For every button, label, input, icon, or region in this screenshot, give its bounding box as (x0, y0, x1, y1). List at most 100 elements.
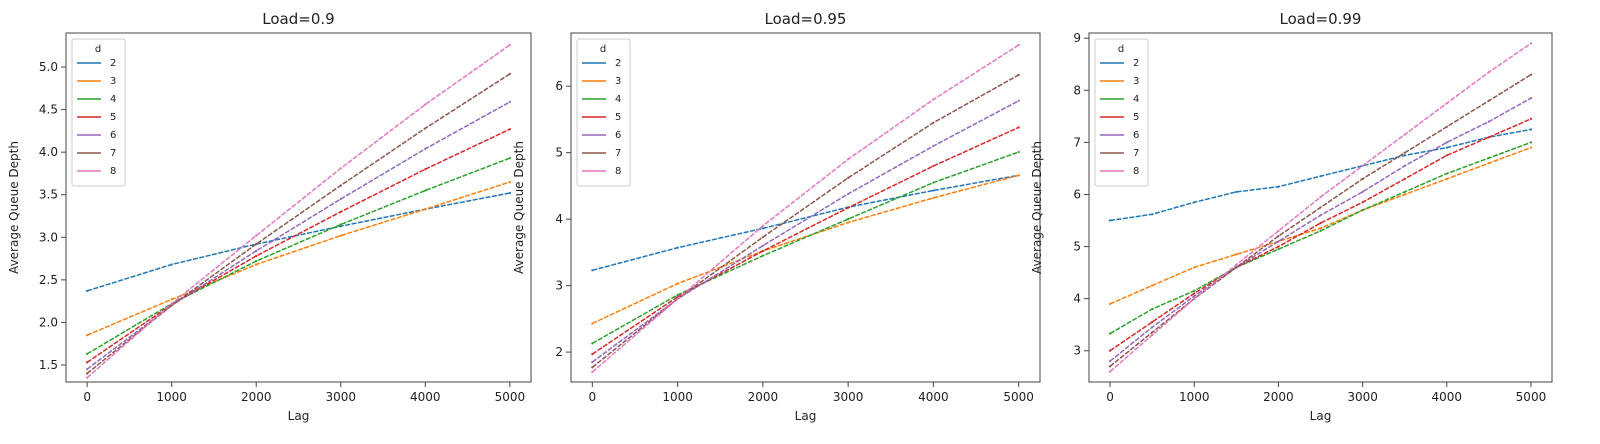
data-point (676, 293, 679, 296)
data-point (932, 164, 935, 168)
data-point (1361, 190, 1364, 193)
data-point (1487, 156, 1490, 160)
y-axis-label: Average Queue Depth (7, 141, 21, 274)
data-point (1108, 332, 1112, 335)
data-point (1017, 174, 1020, 177)
legend-label: 7 (110, 148, 116, 159)
data-point (1361, 209, 1364, 212)
chart-title: Load=0.95 (765, 10, 847, 28)
data-point (1017, 99, 1020, 102)
data-point (1529, 73, 1533, 76)
data-point (1151, 213, 1154, 216)
y-tick-label: 2.5 (39, 273, 58, 287)
data-point (1445, 146, 1448, 149)
legend-label: 5 (615, 112, 621, 123)
x-tick-label: 0 (83, 390, 91, 404)
y-tick-label: 4.0 (39, 145, 58, 159)
data-point (932, 121, 935, 124)
data-point (255, 243, 258, 246)
data-point (1193, 295, 1196, 298)
data-point (1277, 185, 1280, 188)
data-point (761, 224, 765, 227)
data-point (339, 225, 342, 228)
series-line-2 (86, 192, 511, 292)
data-point (1445, 125, 1448, 128)
data-point (591, 370, 594, 374)
series-line-5 (86, 128, 511, 364)
data-point (676, 246, 679, 249)
legend-label: 2 (615, 58, 621, 69)
data-point (1108, 370, 1112, 373)
plot-frame (570, 32, 1041, 383)
data-point (1487, 120, 1490, 123)
data-point (86, 352, 89, 355)
chart-panel-2: Load=0.95 0 1000 2000 3000 4000 5000 2 3 4 5 6 Lag Av… (512, 10, 1041, 423)
series-line-3 (1109, 146, 1532, 305)
data-point (1151, 326, 1154, 329)
data-point (761, 236, 765, 239)
data-point (86, 368, 89, 371)
y-tick-label: 3.0 (39, 230, 58, 244)
x-tick-label: 5000 (1003, 390, 1034, 404)
data-point (591, 366, 594, 369)
data-point (255, 260, 258, 263)
legend-label: 8 (1133, 166, 1139, 177)
data-point (1487, 136, 1490, 139)
y-tick-label: 8 (1073, 83, 1081, 97)
data-point (1445, 172, 1448, 175)
y-tick-label: 6 (555, 79, 563, 93)
x-axis-label: Lag (288, 409, 310, 423)
legend: d2 3 4 5 6 7 8 (1094, 38, 1149, 187)
x-tick-label: 4000 (1431, 390, 1462, 404)
data-point (932, 144, 935, 148)
data-point (1529, 141, 1533, 144)
data-point (1529, 42, 1533, 45)
series-line-4 (86, 157, 511, 355)
y-tick-label: 7 (1073, 135, 1081, 149)
x-tick-label: 5000 (1516, 390, 1547, 404)
data-point (1403, 193, 1406, 196)
x-tick-label: 2000 (748, 390, 779, 404)
data-point (1235, 190, 1238, 193)
data-point (932, 196, 935, 199)
data-point (761, 254, 765, 257)
data-point (1529, 146, 1533, 149)
y-tick-label: 4.5 (39, 103, 58, 117)
data-point (1017, 126, 1020, 129)
series-line-2 (592, 174, 1019, 272)
x-tick-label: 2000 (241, 390, 272, 404)
data-point (170, 263, 173, 266)
data-point (339, 167, 342, 170)
data-point (1151, 334, 1154, 337)
x-tick-label: 3000 (833, 390, 864, 404)
data-point (1108, 349, 1112, 352)
data-point (424, 168, 427, 171)
data-point (1277, 235, 1280, 238)
data-point (1487, 71, 1490, 74)
data-point (847, 176, 850, 179)
data-point (761, 227, 765, 230)
data-point (424, 147, 427, 150)
chart-title: Load=0.99 (1280, 10, 1362, 28)
legend-label: 4 (1133, 94, 1139, 105)
data-point (761, 249, 765, 253)
data-point (847, 221, 850, 224)
data-point (1319, 222, 1322, 225)
x-tick-label: 2000 (1263, 390, 1294, 404)
y-axis-label: Average Queue Depth (1030, 141, 1044, 274)
data-point (339, 184, 342, 187)
data-point (591, 361, 594, 364)
legend-title: d (95, 44, 101, 55)
data-point (424, 208, 427, 211)
data-point (847, 218, 850, 221)
legend-label: 4 (110, 94, 116, 105)
data-point (1319, 175, 1322, 178)
legend-label: 2 (1133, 58, 1139, 69)
x-tick-label: 1000 (662, 390, 693, 404)
series-line-7 (86, 73, 511, 375)
x-tick-label: 1000 (156, 390, 187, 404)
y-tick-label: 5 (1073, 240, 1081, 254)
data-point (508, 100, 511, 103)
data-point (170, 298, 173, 301)
legend-label: 6 (615, 130, 621, 141)
